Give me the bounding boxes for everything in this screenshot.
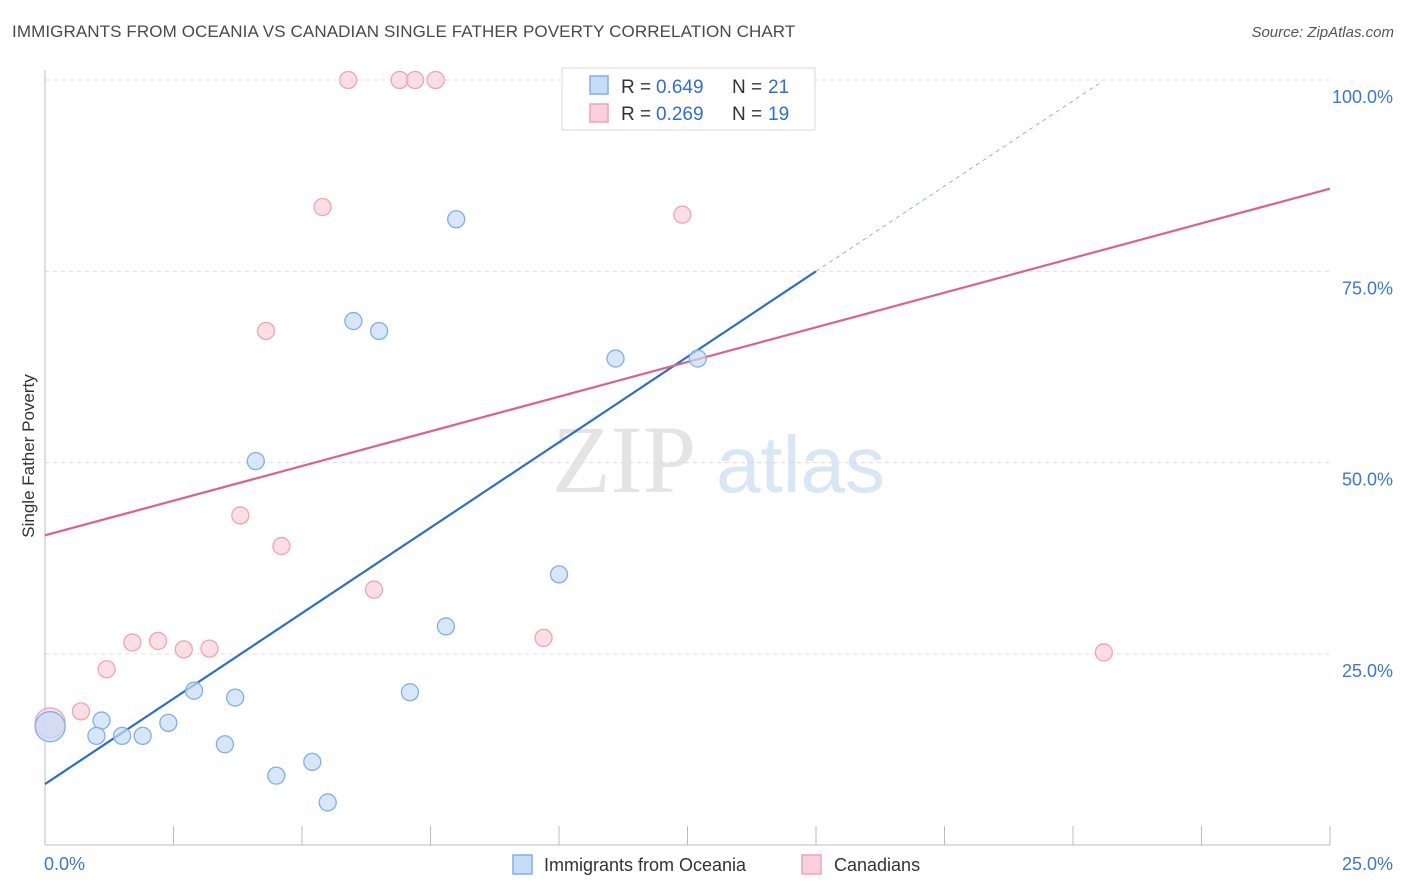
oceania-point-0 xyxy=(34,711,66,743)
canadians-point-7 xyxy=(231,506,250,525)
y-tick-label-1: 50.0% xyxy=(1342,470,1393,490)
oceania-point-7 xyxy=(215,735,235,754)
watermark: ZIP atlas xyxy=(552,406,885,513)
y-tick-label-3: 100.0% xyxy=(1332,87,1393,107)
chart-title: IMMIGRANTS FROM OCEANIA VS CANADIAN SING… xyxy=(12,22,796,41)
canadians-point-5 xyxy=(174,640,193,659)
oceania-point-8 xyxy=(226,688,245,707)
legend-n-label-1: N = xyxy=(732,104,762,125)
x-tick-label-1: 25.0% xyxy=(1342,854,1393,874)
trend-line-0 xyxy=(44,270,817,785)
x-tick-label-0: 0.0% xyxy=(44,854,85,874)
oceania-point-16 xyxy=(436,617,456,636)
bottom-legend-swatch-canadians xyxy=(801,854,822,875)
oceania-point-5 xyxy=(159,713,178,732)
legend-swatch-oceania xyxy=(589,75,609,95)
oceania-point-19 xyxy=(606,349,625,368)
oceania-point-6 xyxy=(184,681,204,700)
legend-swatch-canadians xyxy=(589,103,609,123)
oceania-point-9 xyxy=(246,451,265,471)
legend-r-value-0: 0.649 xyxy=(656,77,704,98)
canadians-point-1 xyxy=(71,702,91,721)
y-tick-label-0: 25.0% xyxy=(1342,661,1393,681)
oceania-point-15 xyxy=(400,683,420,702)
canadians-point-14 xyxy=(405,70,425,90)
data-points xyxy=(34,70,1113,812)
y-tick-label-2: 75.0% xyxy=(1342,278,1393,298)
canadians-point-2 xyxy=(97,660,116,679)
trend-line-1 xyxy=(44,187,1331,537)
bottom-legend-label-oceania: Immigrants from Oceania xyxy=(544,855,747,875)
legend-n-label-0: N = xyxy=(732,77,762,98)
canadians-point-6 xyxy=(200,639,219,658)
legend-r-value-1: 0.269 xyxy=(656,104,704,125)
x-tick-labels: 0.0% 25.0% xyxy=(44,854,1393,874)
oceania-point-1 xyxy=(92,711,111,730)
bottom-legend-label-canadians: Canadians xyxy=(834,855,920,875)
canadians-point-10 xyxy=(313,197,332,217)
bottom-legend-swatch-oceania xyxy=(512,854,533,875)
grid xyxy=(45,79,1330,655)
canadians-point-13 xyxy=(390,70,409,90)
canadians-point-4 xyxy=(148,631,168,651)
oceania-point-13 xyxy=(344,311,363,331)
legend-n-value-1: 19 xyxy=(768,104,789,125)
y-axis-title: Single Father Poverty xyxy=(19,374,38,538)
oceania-point-14 xyxy=(369,321,389,341)
oceania-point-18 xyxy=(549,565,569,584)
trend-line-extension-0 xyxy=(815,83,1099,272)
oceania-point-4 xyxy=(133,726,152,746)
canadians-point-12 xyxy=(364,580,384,599)
canadians-point-18 xyxy=(1094,643,1113,662)
canadians-point-9 xyxy=(272,536,291,556)
oceania-point-11 xyxy=(303,752,322,772)
oceania-point-10 xyxy=(267,766,286,785)
legend-n-value-0: 21 xyxy=(768,77,789,98)
watermark-atlas: atlas xyxy=(716,420,885,509)
oceania-point-17 xyxy=(447,210,466,229)
canadians-point-11 xyxy=(339,70,358,90)
legend-r-label-0: R = xyxy=(621,77,651,98)
oceania-point-3 xyxy=(112,726,132,746)
y-tick-labels: 25.0% 50.0% 75.0% 100.0% xyxy=(1332,87,1393,681)
oceania-point-2 xyxy=(87,726,106,746)
oceania-point-20 xyxy=(688,349,707,368)
chart-source: Source: ZipAtlas.com xyxy=(1251,24,1394,41)
oceania-point-12 xyxy=(318,793,337,812)
canadians-point-3 xyxy=(123,633,142,652)
canadians-point-17 xyxy=(673,205,692,224)
canadians-point-8 xyxy=(256,321,276,341)
trend-lines xyxy=(44,83,1331,785)
canadians-point-15 xyxy=(426,70,445,90)
legend-r-label-1: R = xyxy=(621,104,651,125)
bottom-legend: Immigrants from Oceania Canadians xyxy=(512,854,920,875)
canadians-point-16 xyxy=(534,628,553,648)
watermark-zip: ZIP xyxy=(552,406,696,513)
top-legend: R = 0.649 N = 21 R = 0.269 N = 19 xyxy=(561,67,816,131)
